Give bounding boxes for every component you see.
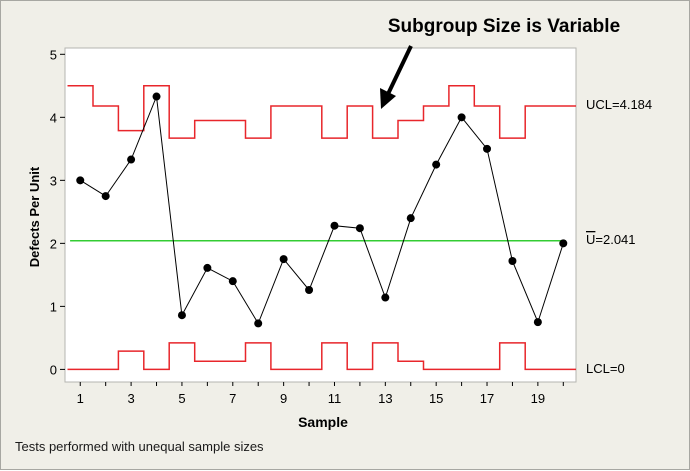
- y-tick-label: 2: [50, 236, 57, 251]
- x-tick-label: 19: [531, 391, 545, 406]
- center-line-value: =2.041: [595, 232, 635, 247]
- x-axis-label: Sample: [298, 414, 348, 430]
- data-point: [508, 257, 517, 266]
- data-point: [559, 239, 568, 248]
- ucl-line: [67, 85, 576, 139]
- u-bar-symbol: U: [586, 232, 595, 247]
- data-point: [406, 214, 415, 223]
- x-tick-label: 15: [429, 391, 443, 406]
- plot-area: [64, 47, 577, 383]
- data-point: [533, 318, 542, 327]
- y-tick-label: 0: [50, 362, 57, 377]
- data-point: [203, 263, 212, 272]
- x-tick-label: 7: [229, 391, 236, 406]
- data-point: [381, 293, 390, 302]
- data-point: [101, 192, 110, 201]
- x-tick-label: 13: [378, 391, 392, 406]
- data-series: [76, 92, 568, 328]
- data-point: [279, 255, 288, 264]
- data-point: [127, 155, 136, 164]
- data-point: [305, 285, 314, 294]
- y-tick-label: 4: [50, 110, 57, 125]
- data-point: [152, 92, 161, 101]
- y-tick-label: 1: [50, 299, 57, 314]
- lcl-line: [67, 342, 576, 371]
- data-point: [76, 176, 85, 185]
- y-tick-label: 3: [50, 173, 57, 188]
- data-point: [330, 221, 339, 230]
- x-tick-label: 1: [77, 391, 84, 406]
- y-axis-label: Defects Per Unit: [27, 166, 42, 267]
- lcl-label: LCL=0: [586, 361, 625, 376]
- data-point: [177, 311, 186, 320]
- ucl-label: UCL=4.184: [586, 97, 652, 112]
- x-tick-label: 3: [127, 391, 134, 406]
- footnote: Tests performed with unequal sample size…: [15, 439, 264, 454]
- x-tick-label: 5: [178, 391, 185, 406]
- data-point: [483, 144, 492, 153]
- y-tick-label: 5: [50, 47, 57, 62]
- x-tick-label: 17: [480, 391, 494, 406]
- annotation-text: Subgroup Size is Variable: [388, 16, 620, 37]
- series-line: [80, 96, 564, 325]
- data-point: [355, 224, 364, 233]
- data-point: [254, 319, 263, 328]
- control-limits: [67, 85, 576, 371]
- annotation-arrow: [380, 45, 413, 109]
- x-tick-label: 11: [328, 391, 342, 406]
- center-line-label: U=2.041: [586, 232, 636, 247]
- x-tick-label: 9: [280, 391, 287, 406]
- data-point: [228, 277, 237, 286]
- data-point: [457, 113, 466, 122]
- data-point: [432, 160, 441, 169]
